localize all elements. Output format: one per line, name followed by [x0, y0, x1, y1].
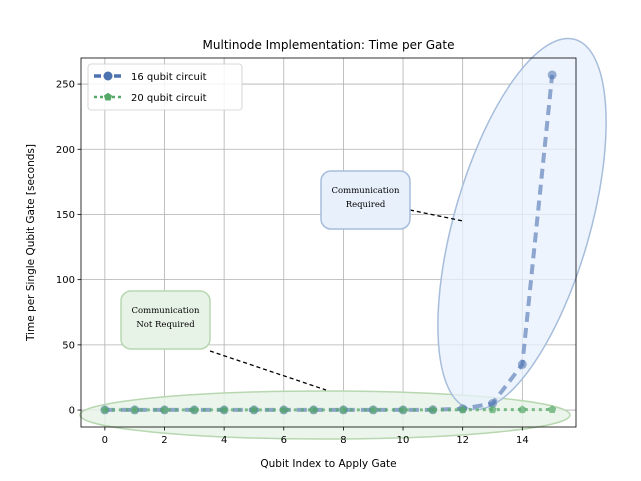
x-tick-label: 12 [456, 435, 469, 446]
data-point [548, 405, 557, 414]
legend-frame [87, 63, 243, 111]
y-axis-label: Time per Single Qubit Gate [seconds] [25, 144, 37, 342]
legend-marker [103, 92, 113, 101]
annotation-communication-required: Communication Required [320, 170, 464, 230]
y-tick-label: 150 [56, 210, 75, 221]
data-point [249, 405, 259, 414]
legend-label: 20 qubit circuit [131, 93, 207, 104]
plot-frame [80, 57, 577, 428]
y-tick-label: 100 [56, 275, 75, 286]
data-point [488, 405, 497, 414]
x-tick-label: 10 [397, 435, 410, 446]
data-point [369, 405, 378, 414]
series-2 [100, 405, 557, 414]
series-line [104, 74, 555, 412]
ticks: 0 2 4 6 8 10 12 14 0 50 100 150 200 250 [56, 80, 529, 446]
data-point [220, 405, 229, 414]
data-point [100, 405, 109, 414]
data-point [279, 405, 288, 414]
x-tick-label: 8 [340, 435, 346, 446]
data-point [398, 405, 408, 414]
series-group [100, 70, 557, 415]
y-tick-label: 50 [62, 340, 75, 351]
x-tick-label: 0 [102, 435, 108, 446]
legend-label: 16 qubit circuit [131, 72, 207, 83]
legend-entry-2: 20 qubit circuit [94, 92, 207, 104]
annotations: Communication Required Communication Not Re… [120, 170, 464, 391]
data-point [190, 405, 199, 414]
annotation-text: Communication [332, 186, 400, 196]
x-tick-label: 6 [281, 435, 287, 446]
legend-marker [103, 71, 113, 81]
data-point [130, 405, 139, 414]
chart-title: Multinode Implementation: Time per Gate [203, 38, 455, 52]
annotation-text: Not Required [136, 320, 195, 330]
x-tick-label: 14 [516, 435, 529, 446]
data-point [547, 70, 557, 80]
annotation-text: Communication [132, 306, 200, 316]
x-tick-label: 2 [161, 435, 167, 446]
annotation-arrow [409, 209, 464, 222]
annotation-text: Required [346, 200, 386, 210]
data-point [458, 405, 467, 414]
data-point [518, 405, 527, 414]
x-tick-label: 4 [221, 435, 227, 446]
annotation-box [120, 290, 211, 350]
x-axis-label: Qubit Index to Apply Gate [260, 458, 396, 470]
data-point [160, 405, 169, 414]
y-tick-label: 0 [69, 406, 75, 417]
data-point [339, 405, 348, 414]
legend: 16 qubit circuit 20 qubit circuit [87, 63, 243, 111]
annotation-arrow [209, 350, 327, 391]
data-point [428, 405, 437, 414]
annotation-box [320, 170, 411, 230]
legend-entry-1: 16 qubit circuit [94, 71, 207, 83]
data-point [309, 405, 318, 414]
annotation-communication-not-required: Communication Not Required [120, 290, 327, 391]
data-point [517, 359, 527, 369]
data-point [488, 399, 498, 409]
y-tick-label: 250 [56, 80, 75, 91]
y-tick-label: 200 [56, 145, 75, 156]
